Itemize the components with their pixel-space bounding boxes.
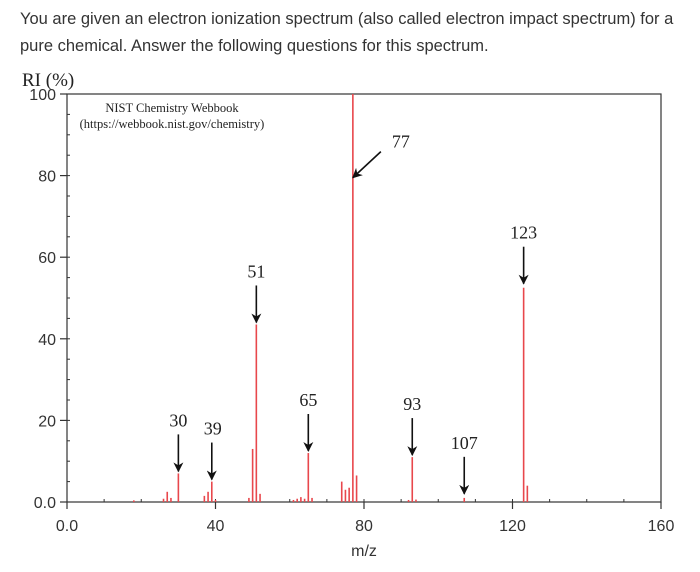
- peak-label: 93: [403, 394, 421, 414]
- plot-frame: [66, 93, 662, 503]
- axes-group: 0.0 40 80 120 160 0.0 20 40 60 80 100: [29, 87, 674, 535]
- peak-label: 39: [204, 419, 222, 439]
- x-tick-label: 80: [355, 518, 373, 535]
- y-tick-label: 20: [38, 413, 56, 430]
- x-tick-label: 40: [207, 518, 225, 535]
- peaks-group: [133, 94, 529, 502]
- source-url: (https://webbook.nist.gov/chemistry): [80, 117, 265, 131]
- x-tick-label: 0.0: [56, 518, 78, 535]
- peak-label: 123: [510, 223, 537, 243]
- peak-label: 77: [392, 132, 410, 152]
- peak-label: 65: [299, 390, 317, 410]
- y-axis-label: RI (%): [22, 70, 74, 91]
- peak-arrow: [352, 151, 382, 179]
- x-axis-label: m/z: [351, 543, 377, 560]
- peak-label: 107: [451, 433, 478, 453]
- peak-label: 51: [247, 261, 265, 281]
- y-tick-label: 40: [38, 332, 56, 349]
- y-tick-label: 60: [38, 250, 56, 267]
- source-title: NIST Chemistry Webbook: [105, 101, 239, 115]
- x-tick-label: 160: [648, 518, 675, 535]
- question-text: You are given an electron ionization spe…: [20, 10, 674, 55]
- y-tick-label: 100: [29, 87, 56, 104]
- y-tick-label: 80: [38, 169, 56, 186]
- peak-label: 30: [169, 410, 187, 430]
- x-tick-label: 120: [499, 518, 526, 535]
- annotations-group: 30 39 51 65 77 93 107 123: [169, 132, 537, 495]
- y-tick-label: 0.0: [34, 495, 56, 512]
